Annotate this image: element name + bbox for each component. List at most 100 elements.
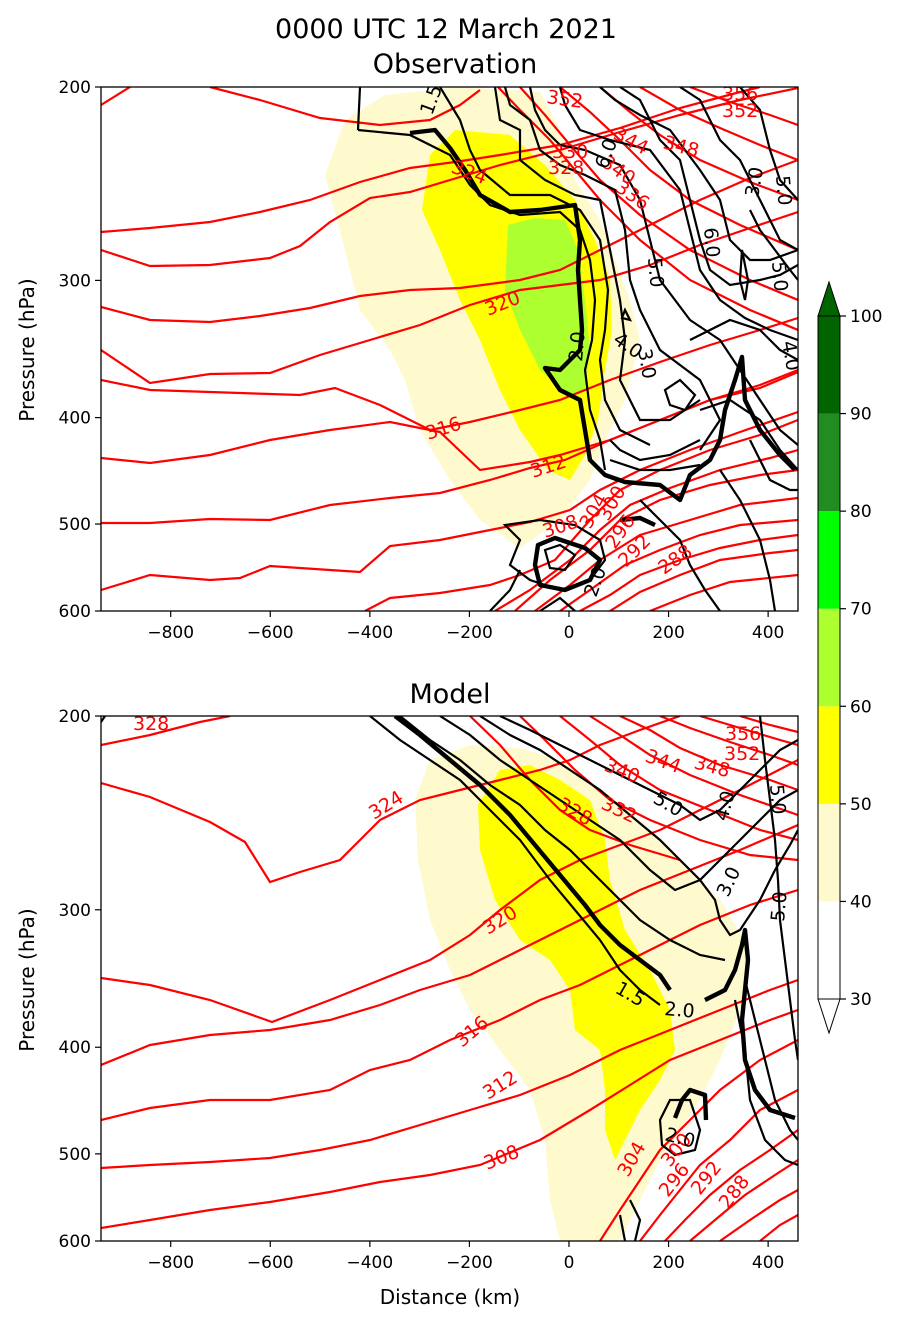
model-theta-line [664,1129,798,1241]
obs-pv-line [558,87,798,342]
colorbar-segment [818,511,840,609]
model-theta-line [689,1159,798,1241]
observation-plot-area: 352 356 352 344 348 340 330 328 336 324 … [101,86,798,611]
obs-x-tick-label: −800 [147,623,194,643]
colorbar-tick-label: 50 [850,795,872,815]
obs-pv-thick [409,127,797,593]
model-y-tick-label: 300 [59,901,91,921]
obs-y-tick-label: 300 [59,271,91,291]
model-pv-label: 2.0 [664,998,696,1023]
obs-pv-line [719,469,777,611]
model-theta-label: 328 [133,713,169,735]
model-theta-line [659,716,798,767]
obs-x-tick-label: 400 [752,623,784,643]
obs-pv-line [609,439,701,462]
model-theta-line [101,716,681,884]
obs-pv-line [738,249,750,301]
model-y-axis-label: Pressure (hPa) [15,908,39,1051]
top-panel-title: Observation [373,49,537,80]
model-pv-contours [101,716,798,1241]
obs-theta-label: 352 [545,86,584,113]
model-pv-line [629,1199,642,1241]
obs-pv-line [599,87,798,262]
obs-theta-line [101,87,798,268]
model-theta-line [739,716,798,734]
colorbar-segment [818,413,840,512]
colorbar-tick-label: 90 [850,405,872,425]
obs-pv-label: 6.0 [699,227,724,259]
colorbar-segment [818,706,840,804]
obs-theta-line [101,158,798,324]
colorbar-segment [818,608,840,707]
obs-pv-line [489,569,521,611]
model-pv-line [439,716,798,892]
model-pv-2pvu-line [672,1087,709,1121]
obs-x-tick-label: 200 [652,623,684,643]
model-pv-line [399,716,726,962]
model-pv-line [618,1214,627,1241]
colorbar-tick-label: 70 [850,600,872,620]
obs-pv-2pvu-line [619,515,656,527]
model-theta-line [101,716,231,747]
model-theta-line [101,759,798,1024]
obs-theta-label: 330 [552,141,588,163]
obs-pv-line [539,596,576,611]
model-y-tick-label: 500 [59,1145,91,1165]
model-theta-line [101,1008,798,1230]
model-x-tick-label: −800 [147,1253,194,1273]
obs-pv-label: 5.0 [643,257,668,289]
colorbar-tick-label: 100 [850,307,882,327]
obs-theta-line [609,548,798,611]
obs-pv-line [609,458,701,472]
model-pv-thick [393,716,796,1121]
colorbar-tick-label: 40 [850,892,872,912]
model-x-tick-label: 400 [752,1253,784,1273]
obs-pv-line [620,307,633,322]
colorbar-tick-label: 30 [850,990,872,1010]
model-theta-line [589,716,798,817]
model-axis-ticks: −800 −600 −400 −200 0 200 400 200 300 400 500 600 [59,707,785,1273]
obs-theta-line [209,87,481,127]
model-theta-line [101,823,798,1067]
obs-pv-line [749,439,798,492]
obs-theta-label: 328 [548,157,584,179]
model-x-tick-label: −200 [446,1253,493,1273]
obs-y-tick-label: 500 [59,515,91,535]
model-shade-50-60 [478,765,675,1160]
obs-pv-2pvu-line [409,127,797,503]
obs-pv-line [749,209,798,281]
obs-y-axis-label: Pressure (hPa) [15,278,39,421]
obs-pv-line [439,87,651,446]
colorbar-extend-min [817,998,841,1035]
obs-theta-line [689,87,798,127]
colorbar-segment [818,803,840,902]
model-pv-line [499,716,798,822]
obs-axis-ticks: −800 −600 −400 −200 0 200 400 200 300 400 500 600 [59,78,785,643]
model-theta-line [699,716,798,747]
obs-theta-line [101,370,798,525]
model-pv-line [369,716,661,1006]
obs-y-tick-label: 600 [59,602,91,622]
obs-theta-line [101,410,798,592]
obs-pv-line [503,87,722,451]
colorbar-frame [817,315,841,1000]
obs-pv-line [639,499,721,611]
model-y-tick-label: 600 [59,1232,91,1252]
model-pv-line [743,979,798,1141]
obs-pv-line [679,87,798,251]
obs-pv-line [356,87,362,131]
model-theta-line [559,716,798,842]
model-theta-contours [101,716,798,1241]
model-theta-label: 352 [724,743,760,765]
colorbar-segment [818,901,840,999]
obs-y-tick-label: 400 [59,409,91,429]
model-pv-line [758,716,798,1061]
model-theta-line [759,1214,798,1241]
model-pv-line [658,1098,702,1157]
obs-pv-label: 5.0 [771,175,796,207]
obs-pv-label: 3.0 [741,165,768,199]
obs-x-tick-label: −200 [446,623,493,643]
model-x-tick-label: −400 [346,1253,393,1273]
model-theta-line [599,1039,798,1241]
colorbar-tick-label: 80 [850,502,872,522]
